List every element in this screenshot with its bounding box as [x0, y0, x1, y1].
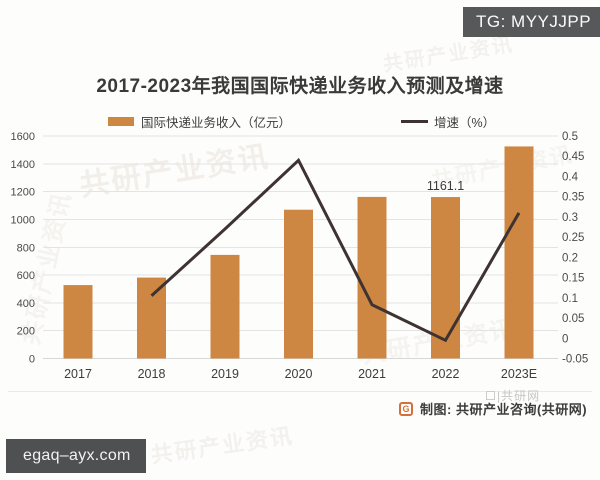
right-axis-tick-label: 0.35	[562, 192, 584, 204]
gongyan-logo-icon: G	[399, 401, 413, 416]
bar-2020	[284, 209, 313, 359]
left-axis-tick-label: 200	[17, 326, 35, 338]
left-axis-tick-label: 1400	[11, 159, 35, 171]
left-axis-tick-label: 400	[17, 298, 35, 310]
right-axis-tick-label: 0.5	[562, 131, 578, 143]
x-axis-tick-label: 2023E	[501, 367, 537, 381]
bar-2018	[137, 277, 166, 359]
x-axis-tick-label: 2017	[64, 367, 92, 381]
site-badge: egaq–ayx.com	[6, 439, 146, 473]
right-axis-tick-label: 0.3	[562, 212, 578, 224]
footer-watermark: |共研网	[486, 387, 540, 404]
chart-credit: G 制图: 共研产业咨询(共研网)	[399, 399, 587, 418]
right-axis-tick-label: 0	[562, 333, 568, 345]
data-label-2022: 1161.1	[427, 179, 464, 193]
legend-label-revenue: 国际快递业务收入（亿元）	[141, 115, 292, 130]
right-axis-tick-label: 0.25	[562, 232, 584, 244]
bar-2021	[357, 196, 387, 359]
bar-2017	[63, 285, 93, 359]
credit-text: 制图: 共研产业咨询(共研网)	[420, 402, 588, 417]
right-axis-tick-label: 0.05	[562, 313, 584, 325]
right-axis-tick-label: 0.1	[562, 293, 578, 305]
left-axis-tick-label: 600	[17, 270, 35, 282]
legend-label-growth: 增速（%）	[434, 115, 496, 130]
x-axis-tick-label: 2022	[432, 367, 460, 381]
right-axis-tick-label: 0.45	[562, 151, 584, 163]
left-axis-tick-label: 1200	[11, 187, 35, 199]
chart-legend: 国际快递业务收入（亿元） 增速（%）	[0, 111, 600, 131]
right-axis-tick-label: 0.15	[562, 273, 584, 285]
x-axis-tick-label: 2018	[138, 367, 166, 381]
bar-2022	[431, 197, 460, 359]
telegram-badge: TG: MYYJJPP	[463, 7, 600, 37]
growth-line	[150, 157, 521, 343]
footer-divider	[8, 391, 592, 392]
left-axis-tick-label: 0	[29, 354, 35, 366]
x-axis-tick-label: 2019	[211, 367, 239, 381]
watermark-logo-icon	[486, 391, 495, 400]
right-axis-tick-label: 0.4	[562, 171, 579, 183]
legend-item-growth: 增速（%）	[401, 111, 495, 131]
growth-swatch-icon	[401, 119, 428, 123]
x-axis-tick-label: 2021	[358, 367, 386, 381]
left-axis-tick-label: 1000	[11, 214, 35, 226]
legend-item-revenue: 国际快递业务收入（亿元）	[108, 111, 291, 131]
revenue-swatch-icon	[108, 116, 134, 126]
bar-2019	[210, 254, 240, 359]
right-axis-tick-label: 0.2	[562, 252, 578, 264]
bar-2023E	[504, 146, 534, 359]
right-axis-tick-label: -0.05	[562, 354, 588, 366]
x-axis-tick-label: 2020	[285, 367, 313, 381]
left-axis-tick-label: 800	[17, 242, 35, 254]
footer-watermark-text: |共研网	[497, 389, 541, 403]
chart-title: 2017-2023年我国国际快递业务收入预测及增速	[96, 76, 504, 97]
left-axis-tick-label: 1600	[11, 131, 35, 143]
